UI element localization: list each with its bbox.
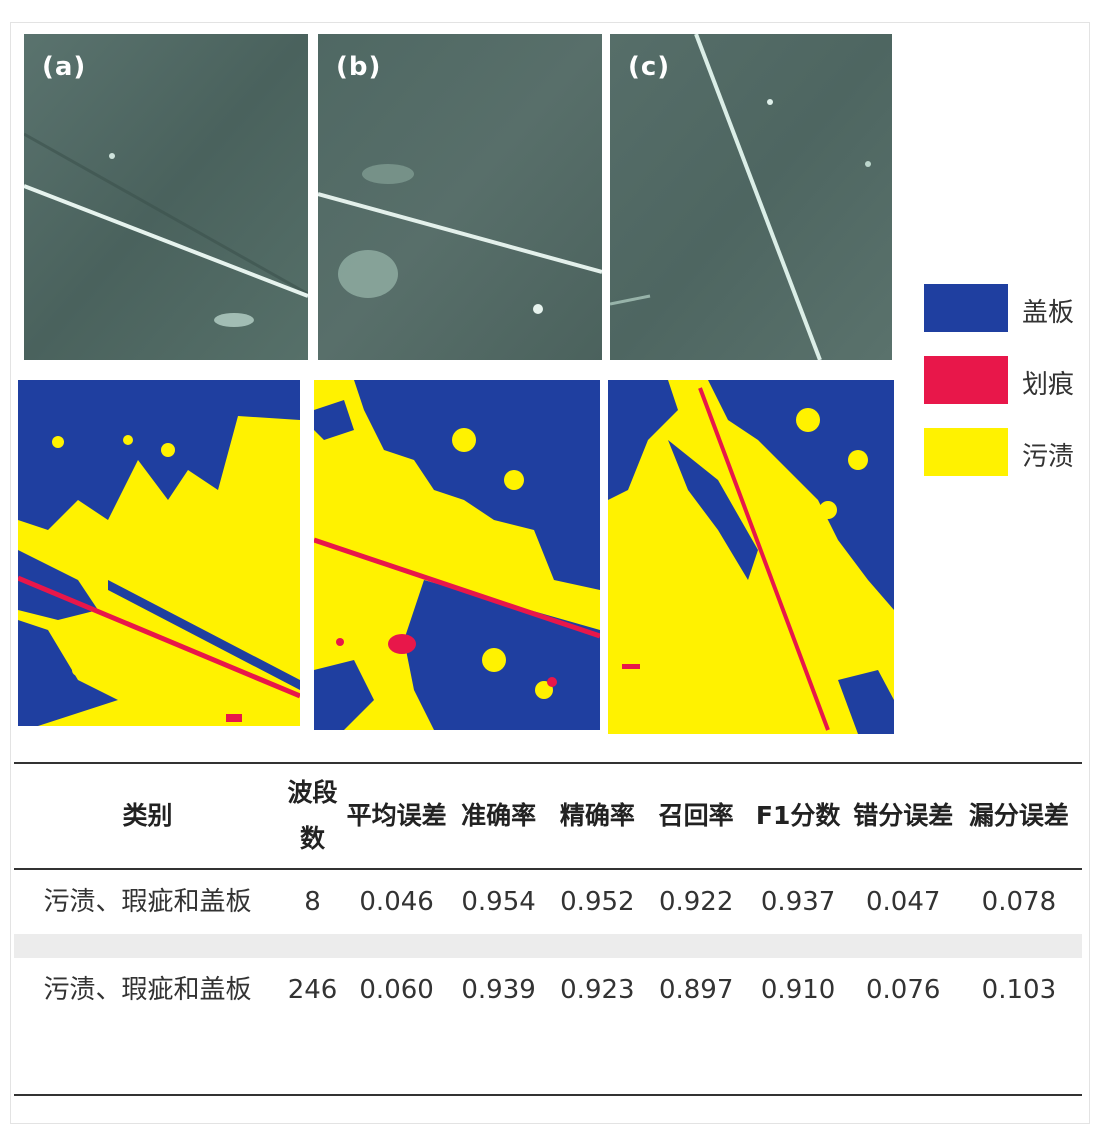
table-row: 污渍、瑕疵和盖板 8 0.046 0.954 0.952 0.922 0.937…	[14, 869, 1082, 934]
legend-item-stain: 污渍	[924, 428, 1094, 476]
cell-precision: 0.923	[560, 975, 635, 1005]
panel-b-label: (b)	[336, 52, 382, 82]
legend-label-cover: 盖板	[1022, 298, 1075, 328]
cell-f1: 0.937	[760, 887, 836, 917]
header-category: 类别	[122, 801, 173, 830]
cell-commission-error: 0.076	[866, 975, 941, 1005]
cell-accuracy: 0.954	[461, 887, 536, 917]
results-table: 类别 波段数 平均误差 准确率 精确率 召回率 F1分数 错分误差 漏分误差 污…	[14, 762, 1082, 1022]
cell-recall: 0.897	[658, 975, 734, 1005]
cell-mean-error: 0.046	[359, 887, 434, 917]
cell-category: 污渍、瑕疵和盖板	[43, 887, 252, 917]
cell-mean-error: 0.060	[359, 975, 434, 1005]
legend-item-cover: 盖板	[924, 284, 1094, 332]
legend-swatch-cover	[924, 284, 1008, 332]
header-precision: 精确率	[559, 801, 635, 830]
cell-bands: 246	[287, 975, 338, 1005]
table-bottom-rule	[14, 1094, 1082, 1096]
cell-commission-error: 0.047	[866, 887, 941, 917]
panel-c-label: (c)	[628, 52, 671, 82]
cell-recall: 0.922	[658, 887, 734, 917]
panel-b-texture	[318, 34, 602, 360]
legend-item-scratch: 划痕	[924, 356, 1094, 404]
table-row: 污渍、瑕疵和盖板 246 0.060 0.939 0.923 0.897 0.9…	[14, 958, 1082, 1022]
header-accuracy: 准确率	[461, 801, 537, 830]
panel-a-label: (a)	[42, 52, 87, 82]
panel-c-image: (c)	[610, 34, 892, 360]
figure-frame	[10, 22, 1090, 1124]
cell-precision: 0.952	[560, 887, 635, 917]
header-commission-error: 错分误差	[853, 801, 954, 830]
legend-label-scratch: 划痕	[1022, 370, 1075, 400]
cell-omission-error: 0.103	[981, 975, 1057, 1005]
panel-b-classification	[314, 380, 600, 730]
cell-bands: 8	[304, 887, 321, 917]
cell-omission-error: 0.078	[981, 887, 1057, 917]
panel-a-texture	[24, 34, 308, 360]
header-bands: 波段数	[287, 778, 338, 853]
panel-a-classification	[18, 380, 300, 726]
cell-f1: 0.910	[760, 975, 836, 1005]
header-recall: 召回率	[658, 801, 734, 830]
panel-a-image: (a)	[24, 34, 308, 360]
cell-accuracy: 0.939	[461, 975, 536, 1005]
cell-category: 污渍、瑕疵和盖板	[43, 975, 252, 1005]
header-mean-error: 平均误差	[346, 801, 447, 830]
header-omission-error: 漏分误差	[968, 801, 1069, 830]
legend-swatch-stain	[924, 428, 1008, 476]
legend-label-stain: 污渍	[1022, 442, 1075, 472]
panel-b-image: (b)	[318, 34, 602, 360]
table-header-row: 类别 波段数 平均误差 准确率 精确率 召回率 F1分数 错分误差 漏分误差	[14, 763, 1082, 869]
panel-c-classification	[608, 380, 894, 734]
header-f1: F1分数	[755, 801, 841, 830]
row-separator	[14, 934, 1082, 958]
legend-swatch-scratch	[924, 356, 1008, 404]
panel-c-texture	[610, 34, 892, 360]
